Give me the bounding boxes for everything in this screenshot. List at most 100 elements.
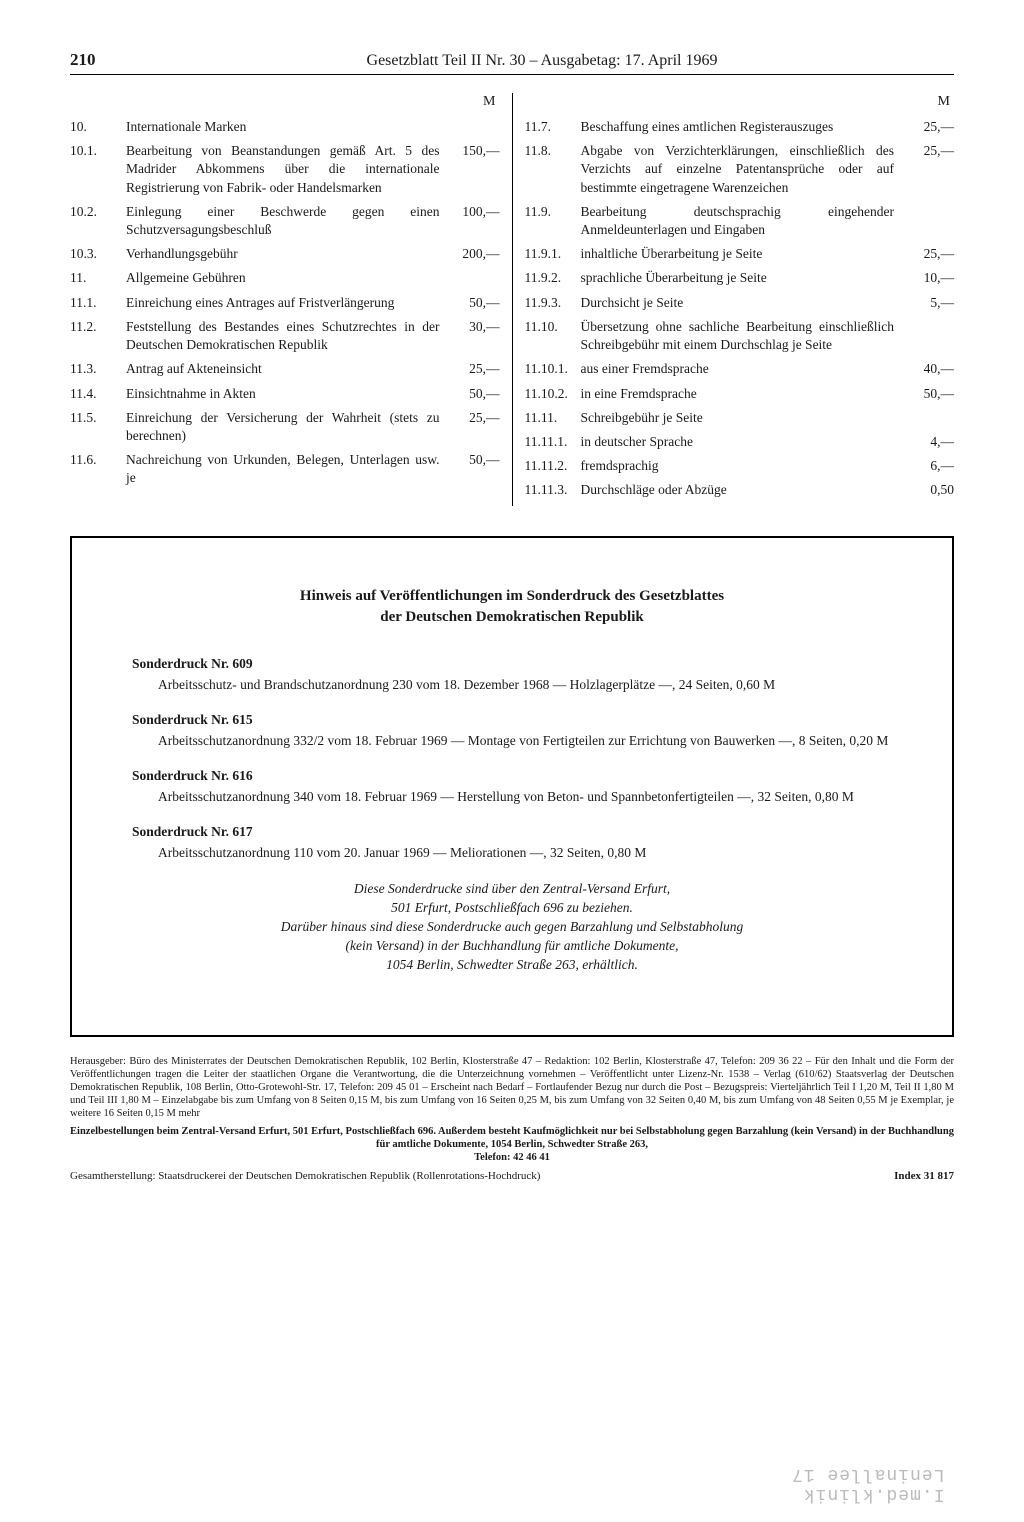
fee-description: Beschaffung eines amtlichen Registerausz… [581, 118, 905, 136]
fee-number: 11.8. [525, 142, 581, 160]
fee-description: Bearbeitung deutschsprachig eingehender … [581, 203, 905, 239]
fee-amount: 100,— [450, 203, 500, 221]
header-title: Gesetzblatt Teil II Nr. 30 – Ausgabetag:… [130, 52, 954, 70]
fee-description: Schreibgebühr je Seite [581, 409, 905, 427]
left-rows: 10.Internationale Marken10.1.Bearbeitung… [70, 118, 500, 488]
page: 210 Gesetzblatt Teil II Nr. 30 – Ausgabe… [0, 0, 1024, 1522]
notice-subtitle: der Deutschen Demokratischen Republik [132, 609, 892, 626]
sonderdruck-text: Arbeitsschutzanordnung 110 vom 20. Janua… [132, 844, 892, 862]
fee-row: 11.9.2.sprachliche Überarbeitung je Seit… [525, 269, 955, 287]
currency-header-left: M [70, 93, 500, 112]
fee-amount: 40,— [904, 360, 954, 378]
imprint-index: Index 31 817 [894, 1170, 954, 1182]
fee-row: 11.2.Feststellung des Bestandes eines Sc… [70, 318, 500, 354]
fee-description: Nachreichung von Urkunden, Belegen, Unte… [126, 451, 450, 487]
fee-description: Internationale Marken [126, 118, 450, 136]
italic-line: Diese Sonderdrucke sind über den Zentral… [132, 880, 892, 899]
page-header: 210 Gesetzblatt Teil II Nr. 30 – Ausgabe… [70, 50, 954, 75]
fee-description: in eine Fremdsprache [581, 385, 905, 403]
fee-description: Verhandlungsgebühr [126, 245, 450, 263]
fee-number: 10.1. [70, 142, 126, 160]
fee-amount: 6,— [904, 457, 954, 475]
fee-amount: 25,— [904, 142, 954, 160]
sonderdruck-heading: Sonderdruck Nr. 609 [132, 656, 892, 672]
fee-row: 11.10.Übersetzung ohne sachliche Bearbei… [525, 318, 955, 354]
fee-row: 11.4.Einsichtnahme in Akten50,— [70, 385, 500, 403]
fee-description: inhaltliche Überarbeitung je Seite [581, 245, 905, 263]
fee-row: 11.10.2.in eine Fremdsprache50,— [525, 385, 955, 403]
left-column: M 10.Internationale Marken10.1.Bearbeitu… [70, 93, 513, 506]
sonderdruck-list: Sonderdruck Nr. 609 Arbeitsschutz- und Br… [132, 656, 892, 863]
fee-number: 11.6. [70, 451, 126, 469]
italic-line: 1054 Berlin, Schwedter Straße 263, erhäl… [132, 956, 892, 975]
sonderdruck-text: Arbeitsschutzanordnung 340 vom 18. Febru… [132, 788, 892, 806]
fee-number: 11.7. [525, 118, 581, 136]
sonderdruck-heading: Sonderdruck Nr. 617 [132, 824, 892, 840]
sonderdruck-text: Arbeitsschutz- und Brandschutzanordnung … [132, 676, 892, 694]
imprint-final-left: Gesamtherstellung: Staatsdruckerei der D… [70, 1170, 540, 1182]
fee-number: 11.10.2. [525, 385, 581, 403]
fee-number: 11.9. [525, 203, 581, 221]
fee-row: 11.9.1.inhaltliche Überarbeitung je Seit… [525, 245, 955, 263]
sonderdruck-item: Sonderdruck Nr. 615Arbeitsschutzanordnun… [132, 712, 892, 750]
fee-description: Bearbeitung von Beanstandungen gemäß Art… [126, 142, 450, 197]
fee-amount: 10,— [904, 269, 954, 287]
fee-amount: 50,— [450, 294, 500, 312]
fee-row: 11.8.Abgabe von Verzichterklärungen, ein… [525, 142, 955, 197]
notice-box: Hinweis auf Veröffentlichungen im Sonder… [70, 536, 954, 1037]
fee-row: 11.11.3.Durchschläge oder Abzüge0,50 [525, 481, 955, 499]
fee-number: 11. [70, 269, 126, 287]
fee-number: 11.1. [70, 294, 126, 312]
fee-number: 11.11.2. [525, 457, 581, 475]
fee-number: 11.9.3. [525, 294, 581, 312]
fee-row: 11.Allgemeine Gebühren [70, 269, 500, 287]
fee-row: 10.1.Bearbeitung von Beanstandungen gemä… [70, 142, 500, 197]
fee-description: Einreichung der Versicherung der Wahrhei… [126, 409, 450, 445]
fee-amount: 150,— [450, 142, 500, 160]
imprint-final: Gesamtherstellung: Staatsdruckerei der D… [70, 1170, 954, 1182]
fee-amount: 0,50 [904, 481, 954, 499]
fee-amount: 200,— [450, 245, 500, 263]
fee-number: 11.9.2. [525, 269, 581, 287]
fee-amount: 4,— [904, 433, 954, 451]
sonderdruck-item: Sonderdruck Nr. 617 Arbeitsschutzanordnun… [132, 824, 892, 862]
fee-row: 11.10.1.aus einer Fremdsprache40,— [525, 360, 955, 378]
fee-description: in deutscher Sprache [581, 433, 905, 451]
fee-number: 10. [70, 118, 126, 136]
fee-description: Einlegung einer Beschwerde gegen einen S… [126, 203, 450, 239]
fee-row: 11.6.Nachreichung von Urkunden, Belegen,… [70, 451, 500, 487]
fee-amount: 25,— [904, 118, 954, 136]
fee-number: 11.11.3. [525, 481, 581, 499]
fee-number: 11.9.1. [525, 245, 581, 263]
notice-title: Hinweis auf Veröffentlichungen im Sonder… [132, 588, 892, 605]
fee-description: Übersetzung ohne sachliche Bearbeitung e… [581, 318, 905, 354]
fee-amount: 25,— [450, 360, 500, 378]
fee-description: fremdsprachig [581, 457, 905, 475]
imprint-bold-line: Telefon: 42 46 41 [474, 1152, 550, 1163]
notice-italic: Diese Sonderdrucke sind über den Zentral… [132, 880, 892, 974]
fee-amount: 50,— [450, 451, 500, 469]
imprint-bold: Einzelbestellungen beim Zentral-Versand … [70, 1125, 954, 1164]
bleed-through-text: I.med.klinikLeninallee 17 [791, 1464, 944, 1504]
sonderdruck-item: Sonderdruck Nr. 616Arbeitsschutzanordnun… [132, 768, 892, 806]
italic-line: 501 Erfurt, Postschließfach 696 zu bezie… [132, 899, 892, 918]
fee-number: 11.3. [70, 360, 126, 378]
fee-row: 11.1.Einreichung eines Antrages auf Fris… [70, 294, 500, 312]
fee-number: 11.11.1. [525, 433, 581, 451]
fee-number: 10.2. [70, 203, 126, 221]
fee-row: 11.9.Bearbeitung deutschsprachig eingehe… [525, 203, 955, 239]
fee-description: Antrag auf Akteneinsicht [126, 360, 450, 378]
fee-description: aus einer Fremdsprache [581, 360, 905, 378]
italic-line: (kein Versand) in der Buchhandlung für a… [132, 937, 892, 956]
fee-description: Durchsicht je Seite [581, 294, 905, 312]
fee-amount: 25,— [450, 409, 500, 427]
fee-row: 11.5.Einreichung der Versicherung der Wa… [70, 409, 500, 445]
fee-row: 10.3.Verhandlungsgebühr200,— [70, 245, 500, 263]
fee-row: 11.3.Antrag auf Akteneinsicht25,— [70, 360, 500, 378]
fee-amount: 50,— [904, 385, 954, 403]
italic-line: Darüber hinaus sind diese Sonderdrucke a… [132, 918, 892, 937]
fee-description: Feststellung des Bestandes eines Schutzr… [126, 318, 450, 354]
imprint-block: Herausgeber: Büro des Ministerrates der … [70, 1055, 954, 1121]
sonderdruck-heading: Sonderdruck Nr. 615 [132, 712, 892, 728]
fee-amount: 50,— [450, 385, 500, 403]
